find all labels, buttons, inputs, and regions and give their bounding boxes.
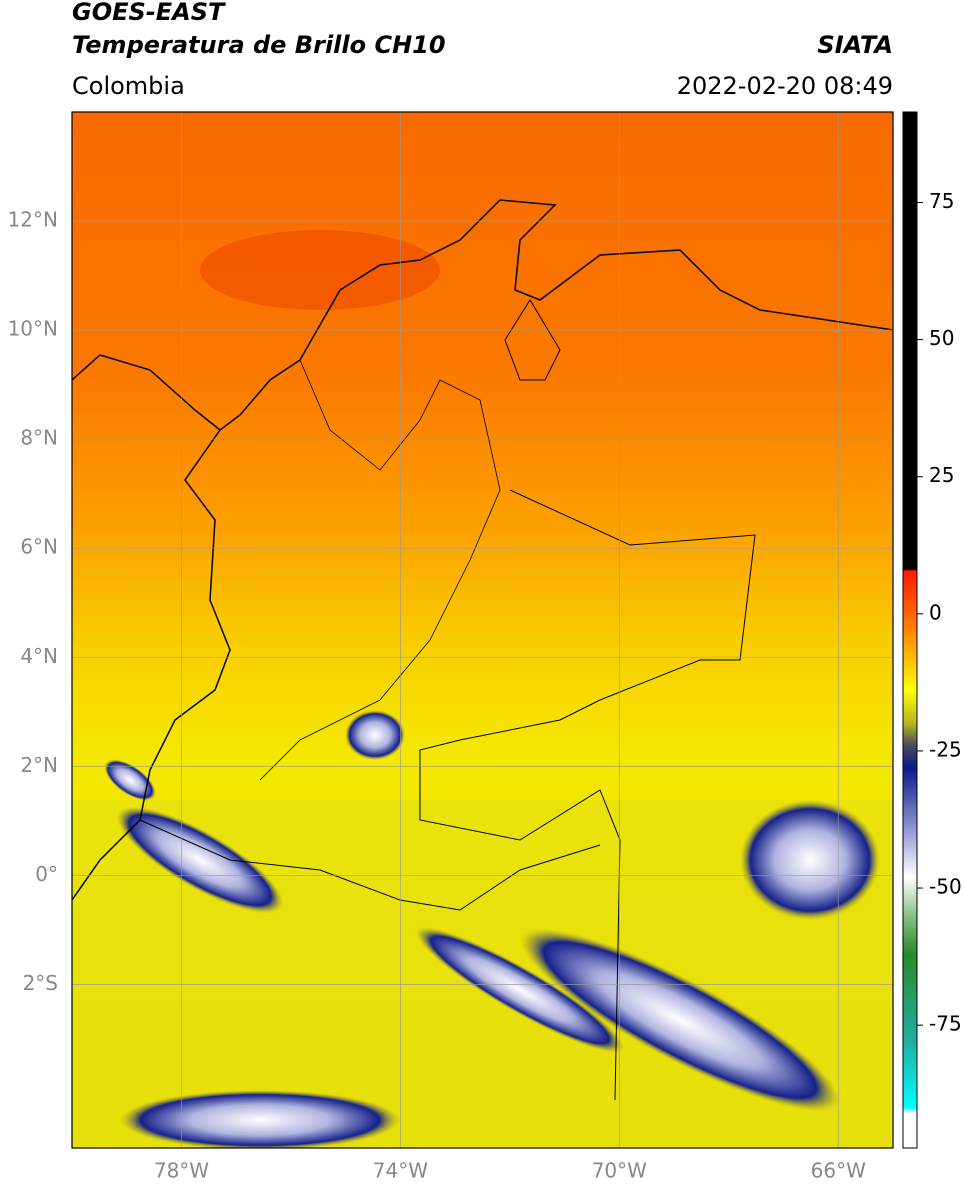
- map-image: [72, 112, 893, 1148]
- colorbar-fill: [902, 111, 918, 1149]
- y-tick-label: 2°N: [20, 753, 58, 777]
- grid: [72, 112, 893, 1148]
- x-tick-label: 78°W: [154, 1159, 209, 1183]
- colorbar-tick-label: 75: [929, 189, 954, 213]
- datetime: 2022-02-20 08:49: [677, 72, 893, 100]
- x-tick-label: 70°W: [592, 1159, 647, 1183]
- y-tick-label: 0°: [35, 862, 58, 886]
- subtitle: Temperatura de Brillo CH10: [72, 31, 446, 59]
- source: SIATA: [817, 31, 893, 59]
- x-tick-label: 66°W: [811, 1159, 866, 1183]
- y-tick-label: 6°N: [20, 535, 58, 559]
- colorbar-tick-label: -25: [929, 737, 962, 761]
- y-tick-label: 10°N: [8, 317, 58, 341]
- colorbar-tick-label: 50: [929, 326, 954, 350]
- map-frame: [71, 111, 894, 1149]
- region: Colombia: [72, 72, 185, 100]
- x-tick-label: 74°W: [373, 1159, 428, 1183]
- colorbar-tick-label: 0: [929, 600, 942, 624]
- colorbar-tick-label: 25: [929, 463, 954, 487]
- y-tick-label: 4°N: [20, 644, 58, 668]
- y-tick-label: 2°S: [23, 971, 58, 995]
- colorbar: 75 50 25 0 -25 -50 -75: [902, 111, 962, 1149]
- y-tick-label: 8°N: [20, 426, 58, 450]
- colorbar-tick-label: -50: [929, 875, 962, 899]
- y-tick-label: 12°N: [8, 208, 58, 232]
- colorbar-tick-label: -75: [929, 1012, 962, 1036]
- title: GOES-EAST: [72, 0, 226, 26]
